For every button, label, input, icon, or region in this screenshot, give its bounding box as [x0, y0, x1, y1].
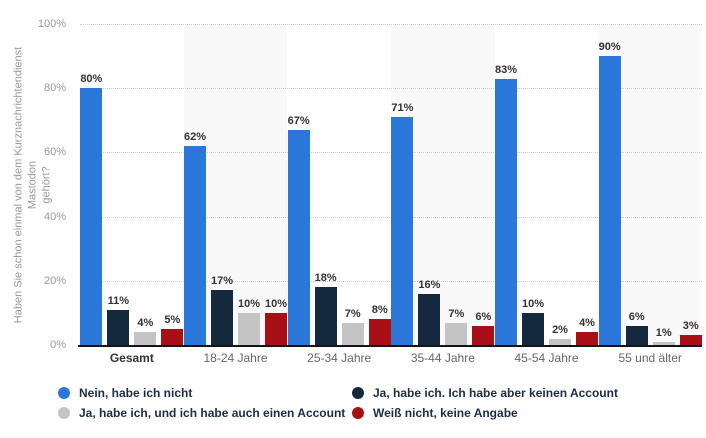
legend-item: Weiß nicht, keine Angabe	[352, 406, 618, 420]
bar-value-label: 71%	[391, 102, 414, 115]
gridline	[80, 280, 702, 282]
bar: 83%	[495, 64, 517, 345]
bar: 5%	[161, 314, 184, 345]
bar-value-label: 17%	[210, 275, 234, 288]
bar: 11%	[107, 295, 130, 345]
bar: 17%	[211, 275, 233, 345]
bar: 16%	[418, 279, 440, 345]
bar-group-1: 80% 11% 4% 5%	[80, 24, 184, 345]
bar-groups: 80% 11% 4% 5% 62% 17% 10% 10% 67% 18% 7% 8% 71% 16% 7%…	[80, 24, 702, 345]
bar-value-label: 5%	[164, 313, 181, 326]
bar: 3%	[679, 320, 702, 345]
legend: Nein, habe ich nicht Ja, habe ich. Ich ha…	[58, 386, 618, 420]
bar: 6%	[472, 311, 495, 345]
bar: 10%	[522, 298, 544, 345]
y-tick-label: 0%	[50, 339, 66, 351]
bar-value-label: 80%	[80, 73, 103, 86]
x-axis-label: 55 und älter	[618, 351, 682, 365]
y-tick-label: 20%	[43, 274, 66, 287]
x-axis-label: 35-44 Jahre	[410, 351, 475, 365]
bar-group-2: 62% 17% 10% 10%	[184, 24, 288, 345]
bar-value-label: 10%	[237, 297, 261, 310]
bar-group-5: 83% 10% 2% 4%	[495, 24, 599, 345]
bar-group-3: 67% 18% 7% 8%	[287, 24, 391, 345]
x-axis-label: 25-34 Jahre	[307, 351, 372, 365]
bar: 62%	[184, 131, 206, 345]
legend-item: Ja, habe ich. Ich habe aber keinen Accou…	[352, 386, 618, 400]
legend-item: Ja, habe ich, und ich habe auch einen Ac…	[58, 406, 352, 420]
bar-value-label: 11%	[107, 294, 130, 307]
bar-value-label: 10%	[264, 297, 288, 310]
bar-value-label: 16%	[418, 278, 441, 291]
bar-value-label: 67%	[287, 114, 310, 127]
bar-value-label: 90%	[598, 41, 621, 54]
legend-marker-icon	[58, 387, 70, 399]
bar-value-label: 10%	[522, 297, 545, 310]
x-axis-line	[78, 345, 702, 347]
y-axis-ticks: 100% 80% 60% 40% 20% 0%	[0, 18, 74, 351]
bar-value-label: 6%	[475, 310, 492, 323]
bar: 4%	[134, 317, 157, 345]
plot-area: 80% 11% 4% 5% 62% 17% 10% 10% 67% 18% 7% 8% 71% 16% 7%…	[78, 24, 703, 347]
bar: 18%	[315, 272, 337, 345]
bar: 71%	[391, 102, 413, 345]
bar: 10%	[238, 298, 260, 345]
y-tick-label: 100%	[37, 18, 66, 30]
bar: 8%	[368, 304, 391, 345]
legend-marker-icon	[352, 387, 364, 399]
bar: 2%	[549, 324, 572, 345]
x-axis-labels: Gesamt 18-24 Jahre 25-34 Jahre 35-44 Jahre 4…	[80, 351, 702, 365]
bar-group-4: 71% 16% 7% 6%	[391, 24, 495, 345]
bar-value-label: 83%	[495, 63, 518, 76]
bar-value-label: 4%	[137, 317, 154, 330]
bar-value-label: 2%	[552, 323, 568, 336]
bar-value-label: 1%	[655, 326, 672, 339]
x-axis-label: 18-24 Jahre	[203, 351, 268, 365]
bar-value-label: 7%	[448, 307, 465, 320]
legend-item: Nein, habe ich nicht	[58, 386, 352, 400]
bar: 1%	[652, 327, 675, 345]
legend-label: Weiß nicht, keine Angabe	[373, 406, 518, 420]
x-axis-label: 45-54 Jahre	[514, 351, 579, 365]
bar: 67%	[288, 115, 310, 345]
legend-marker-icon	[352, 407, 364, 419]
bar-value-label: 7%	[344, 307, 361, 320]
gridline	[80, 152, 702, 154]
bar-value-label: 4%	[579, 317, 595, 330]
bar-group-6: 90% 6% 1% 3%	[598, 24, 702, 345]
x-axis-label: Gesamt	[109, 351, 154, 365]
bar-value-label: 18%	[314, 272, 337, 285]
bar-value-label: 62%	[183, 130, 207, 143]
gridline	[80, 88, 702, 90]
y-tick-label: 80%	[43, 82, 66, 95]
gridline	[80, 216, 702, 218]
bar-value-label: 6%	[628, 310, 645, 323]
legend-label: Ja, habe ich, und ich habe auch einen Ac…	[79, 406, 346, 420]
bar-value-label: 8%	[371, 304, 388, 317]
legend-label: Ja, habe ich. Ich habe aber keinen Accou…	[373, 386, 618, 400]
bar: 6%	[625, 311, 648, 345]
legend-label: Nein, habe ich nicht	[79, 386, 193, 400]
bar-value-label: 3%	[682, 320, 699, 333]
bar: 7%	[445, 308, 468, 345]
bar: 90%	[599, 41, 621, 345]
bar: 80%	[80, 73, 102, 345]
y-tick-label: 60%	[43, 146, 66, 159]
y-tick-label: 40%	[43, 210, 66, 223]
bar: 4%	[576, 317, 599, 345]
bar: 10%	[265, 298, 287, 345]
legend-marker-icon	[58, 407, 70, 419]
bar: 7%	[341, 308, 364, 345]
gridline	[80, 24, 702, 25]
